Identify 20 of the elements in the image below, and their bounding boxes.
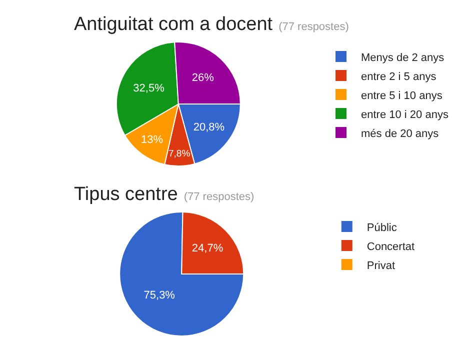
data-label: 13% xyxy=(141,134,164,146)
legend-label: Concertat xyxy=(366,240,415,253)
legend-label: entre 5 i 10 anys xyxy=(361,90,443,102)
data-label: 26% xyxy=(192,72,214,84)
chart-title: Tipus centre xyxy=(74,184,178,205)
pie-slice xyxy=(119,212,244,336)
legend-label: Públic xyxy=(366,222,398,234)
chart-subtitle: (77 respostes) xyxy=(278,21,349,33)
legend-label: Menys de 2 anys xyxy=(361,52,445,64)
data-label: 24,7% xyxy=(192,242,224,254)
data-label: 75,3% xyxy=(144,290,176,302)
chart-title: Antiguitat com a docent xyxy=(74,14,273,35)
legend-label: més de 20 anys xyxy=(361,128,440,140)
data-label: 7,8% xyxy=(168,148,191,160)
legend-label: Privat xyxy=(366,260,396,272)
legend-label: entre 10 i 20 anys xyxy=(361,108,449,121)
legend-label: entre 2 i 5 anys xyxy=(361,70,437,83)
data-label: 32,5% xyxy=(133,82,165,94)
chart-subtitle: (77 respostes) xyxy=(184,191,254,203)
data-label: 20,8% xyxy=(193,121,225,134)
